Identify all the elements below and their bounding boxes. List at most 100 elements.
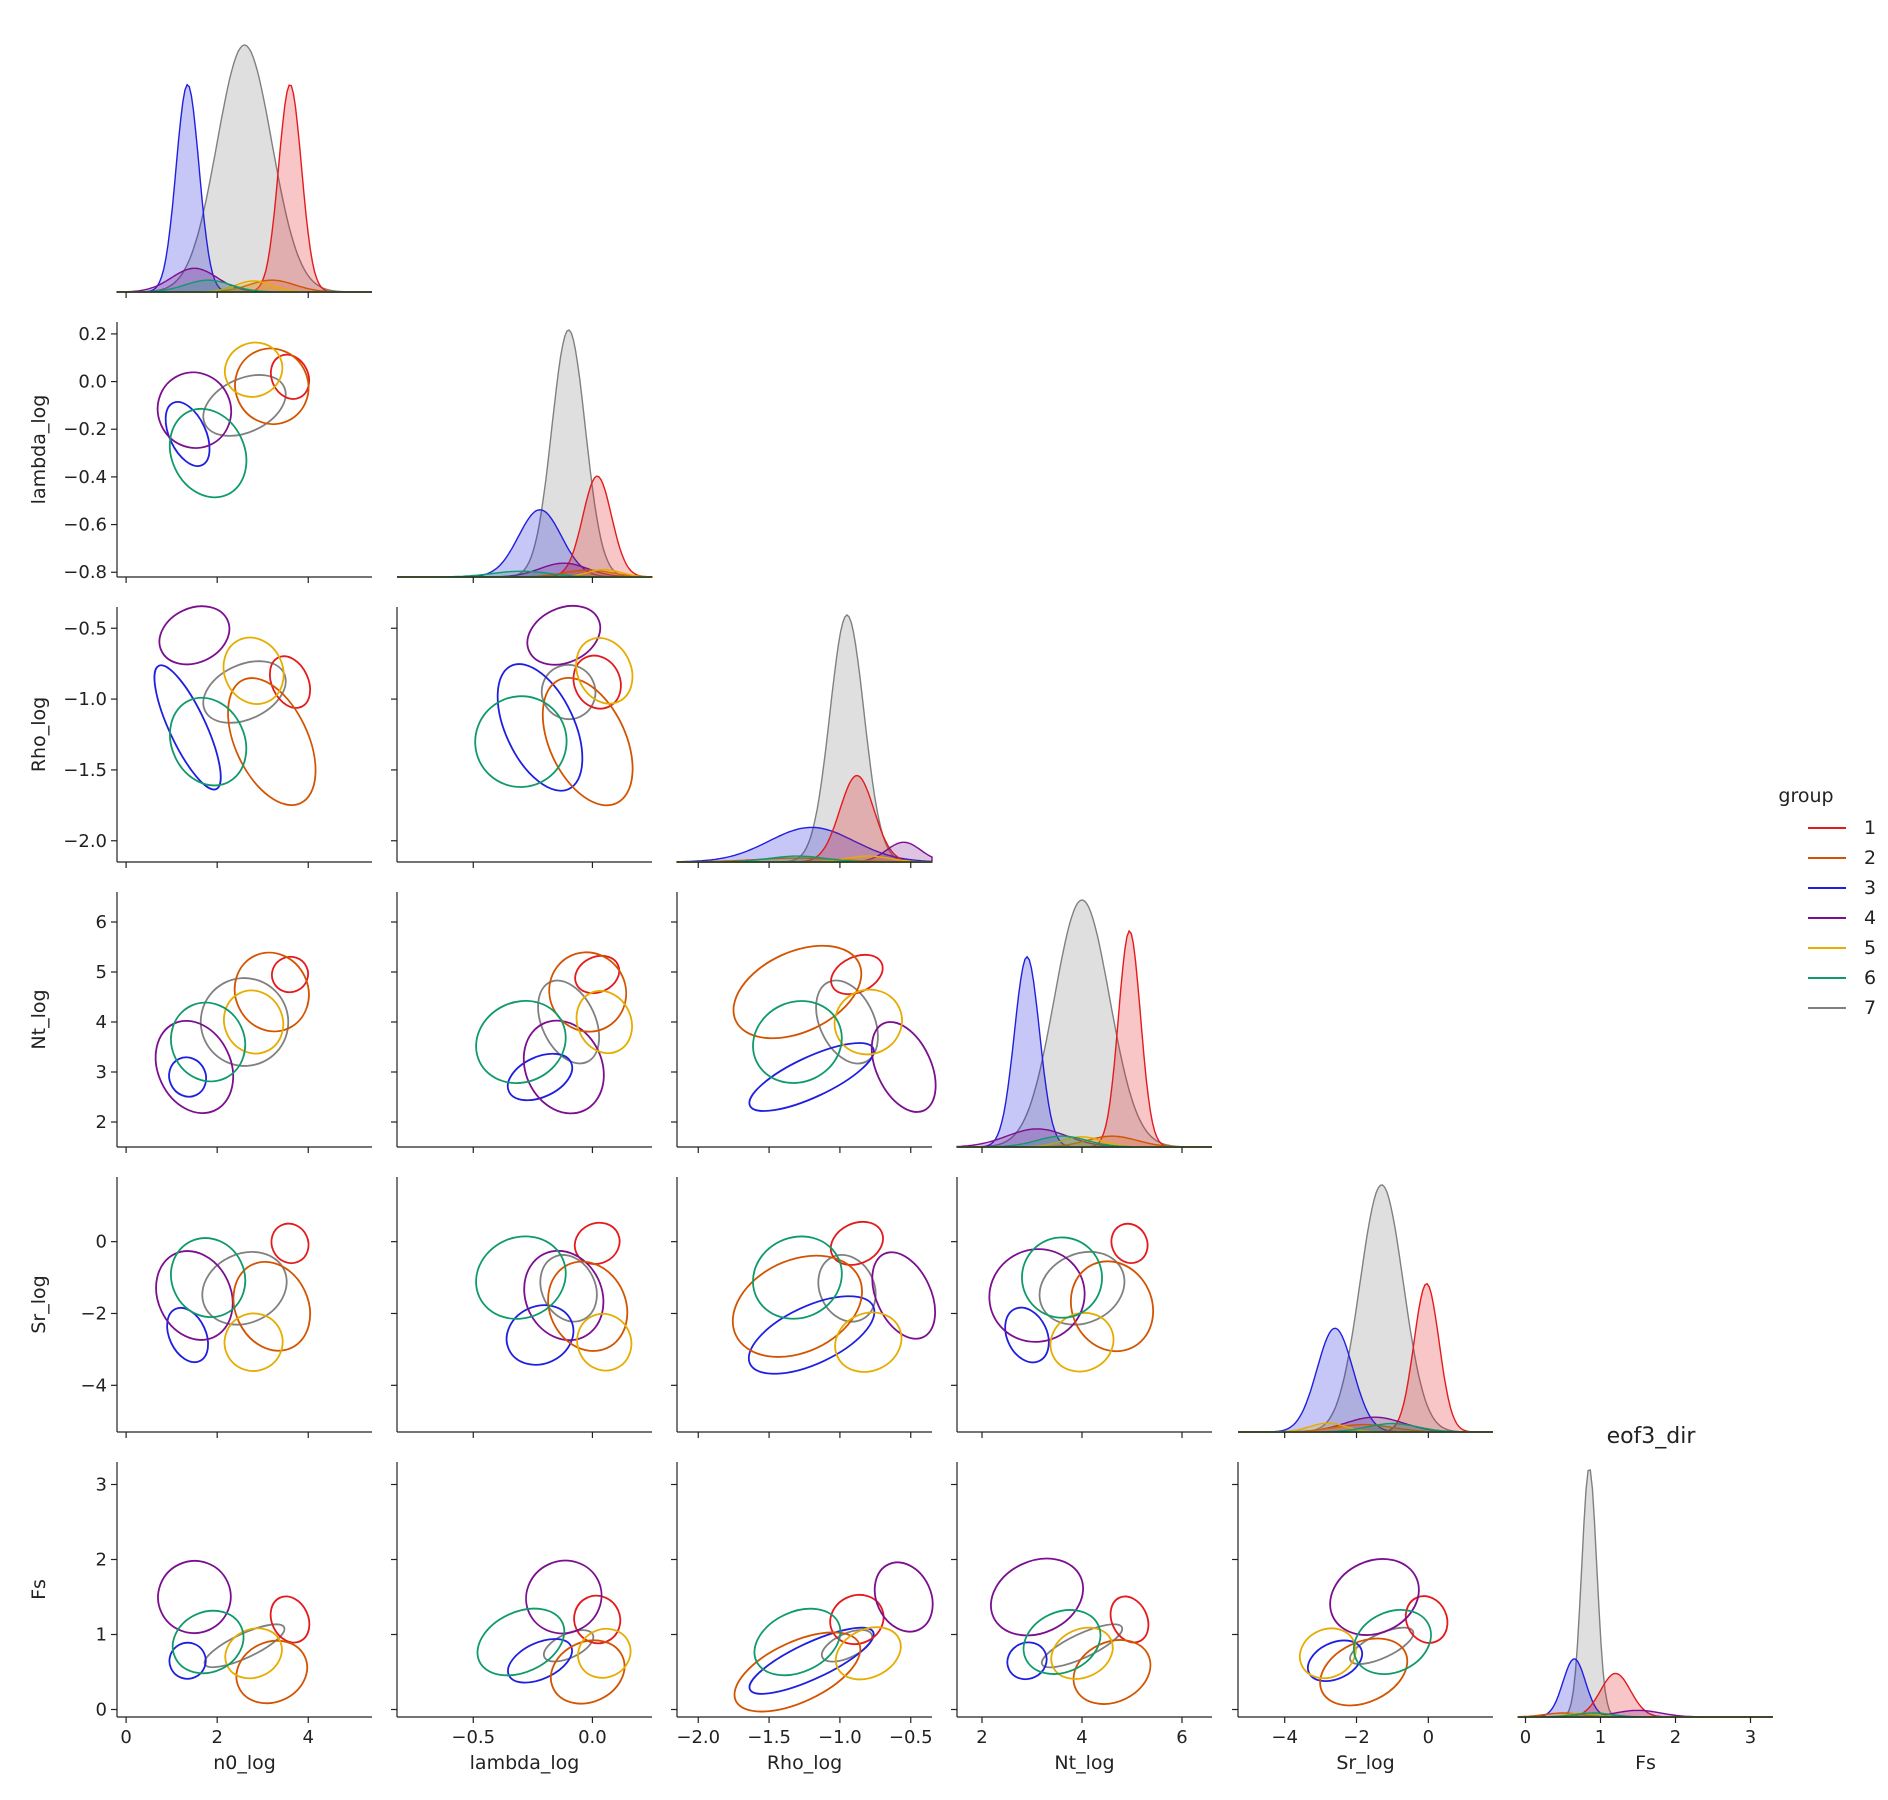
y-tick-label: 0.0 — [78, 372, 107, 393]
contour-group-6 — [475, 1235, 567, 1320]
x-tick-label: −2.0 — [676, 1727, 720, 1748]
panel-Nt_log-vs-n0_log: 6 5 4 3 2 Nt_log — [28, 892, 372, 1153]
contour-group-5 — [833, 988, 903, 1056]
x-tick-label: 4 — [303, 1727, 314, 1748]
panel-Fs-vs-Fs: 0 1 2 3 Fs — [1517, 1469, 1773, 1774]
y-tick-label: 5 — [96, 962, 107, 983]
panel-Rho_log-vs-n0_log: −0.5 −1.0 −1.5 −2.0 Rho_log — [28, 605, 372, 868]
contour-group-1 — [270, 1222, 310, 1265]
legend-item-3: 3 — [1808, 877, 1876, 899]
kde-group-3 — [1518, 1658, 1773, 1718]
contour-group-4 — [990, 1557, 1084, 1637]
contour-group-4 — [158, 605, 231, 666]
x-axis-label: Nt_log — [1054, 1752, 1114, 1774]
x-tick-label: 2 — [211, 1727, 222, 1748]
contour-group-1 — [829, 1593, 885, 1646]
legend-title: group — [1778, 785, 1833, 807]
contour-group-3 — [168, 1641, 207, 1680]
x-tick-label: −1.0 — [818, 1727, 862, 1748]
contour-group-2 — [733, 1631, 862, 1713]
contour-group-4 — [1329, 1558, 1420, 1636]
contour-group-5 — [834, 1311, 903, 1373]
y-tick-label: 6 — [96, 912, 107, 933]
y-tick-label: −0.4 — [63, 467, 107, 488]
y-tick-label: 0.2 — [78, 324, 107, 345]
contour-group-5 — [576, 1312, 633, 1372]
x-axis-label: lambda_log — [470, 1752, 580, 1774]
contour-group-7 — [817, 1254, 877, 1323]
panel-Sr_log-vs-Rho_log — [671, 1177, 936, 1438]
x-tick-label: 0.0 — [578, 1727, 607, 1748]
contour-group-2 — [731, 1254, 863, 1358]
contour-group-6 — [1021, 1236, 1103, 1319]
contour-group-4 — [155, 1250, 234, 1341]
contour-group-2 — [550, 1639, 626, 1705]
contour-group-5 — [222, 636, 285, 705]
contour-group-5 — [224, 341, 284, 398]
y-axis-label: Fs — [28, 1579, 50, 1600]
contour-group-6 — [476, 1607, 566, 1677]
contour-group-3 — [164, 401, 211, 467]
x-tick-label: 3 — [1745, 1727, 1756, 1748]
panel-lambda_log-vs-n0_log: 0.2 0.0 −0.2 −0.4 −0.6 −0.8 lambda_log — [28, 322, 372, 583]
y-tick-label: 3 — [96, 1062, 107, 1083]
panel-Sr_log-vs-lambda_log — [391, 1177, 652, 1438]
contour-group-2 — [548, 951, 628, 1033]
x-tick-label: 2 — [976, 1727, 987, 1748]
contour-group-4 — [873, 1561, 934, 1633]
contour-group-7 — [201, 1251, 288, 1326]
contour-group-1 — [268, 655, 312, 709]
legend-label: 3 — [1864, 877, 1876, 899]
contour-group-5 — [1050, 1626, 1114, 1680]
x-tick-label: 1 — [1595, 1727, 1606, 1748]
y-tick-label: −2 — [80, 1303, 107, 1324]
y-tick-label: 0 — [96, 1232, 107, 1253]
legend-label: 2 — [1864, 847, 1876, 869]
contour-group-4 — [156, 371, 233, 449]
contour-group-6 — [475, 1000, 567, 1084]
legend-label: 7 — [1864, 997, 1876, 1019]
x-tick-label: 0 — [1423, 1727, 1434, 1748]
y-axis-label: Rho_log — [28, 697, 50, 772]
y-tick-label: 0 — [96, 1700, 107, 1721]
x-tick-label: −0.5 — [451, 1727, 495, 1748]
contour-group-6 — [170, 1001, 247, 1083]
contour-group-7 — [815, 979, 879, 1065]
contour-group-2 — [1069, 1260, 1155, 1353]
contour-group-2 — [233, 951, 310, 1033]
contour-group-3 — [1004, 1306, 1050, 1364]
x-tick-label: −1.5 — [747, 1727, 791, 1748]
legend-label: 1 — [1864, 817, 1876, 839]
contour-group-4 — [870, 1021, 937, 1113]
legend-label: 5 — [1864, 937, 1876, 959]
x-tick-label: −0.5 — [889, 1727, 933, 1748]
panel-Sr_log-vs-n0_log: 0 −2 −4 Sr_log — [28, 1177, 372, 1438]
panel-Fs-vs-Sr_log: −4 −2 0 Sr_log — [1232, 1462, 1493, 1774]
y-tick-label: −2.0 — [63, 831, 107, 852]
y-tick-label: −0.6 — [63, 515, 107, 536]
contour-group-4 — [871, 1251, 936, 1340]
contour-group-1 — [574, 954, 621, 995]
contour-group-1 — [573, 1594, 622, 1645]
pairplot-panels: 0.2 0.0 −0.2 −0.4 −0.6 −0.8 lambda_log −0.5 −1.0… — [28, 44, 1773, 1774]
contour-group-5 — [1049, 1311, 1115, 1373]
contour-group-5 — [223, 1312, 284, 1372]
legend-item-1: 1 — [1808, 817, 1876, 839]
contour-group-6 — [170, 1237, 247, 1319]
contour-group-1 — [1110, 1222, 1149, 1264]
contour-group-3 — [507, 1638, 573, 1684]
y-tick-label: −1.0 — [63, 689, 107, 710]
contour-group-1 — [572, 654, 622, 710]
contour-group-5 — [575, 637, 634, 705]
contour-group-1 — [573, 1221, 621, 1265]
y-axis-label: Nt_log — [28, 989, 50, 1049]
x-axis-label: Sr_log — [1336, 1752, 1394, 1774]
legend: group 1 2 3 4 5 6 7 — [1778, 785, 1876, 1019]
panel-n0_log-vs-n0_log — [116, 44, 372, 298]
contour-group-7 — [1038, 1251, 1126, 1326]
contour-group-4 — [154, 1019, 235, 1115]
contour-group-4 — [525, 1559, 603, 1635]
contour-group-1 — [269, 353, 311, 400]
x-axis-label: Rho_log — [767, 1752, 842, 1774]
